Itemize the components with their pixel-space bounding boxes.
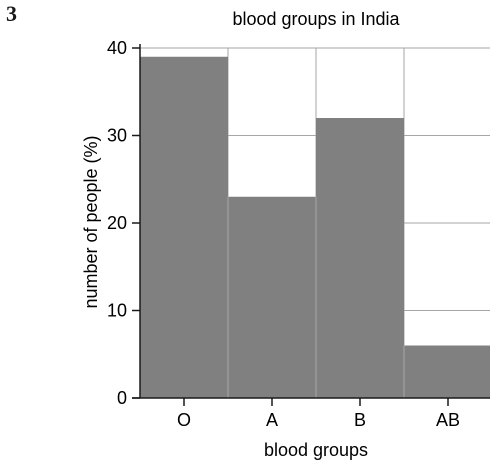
x-tick-label: AB [436, 410, 460, 430]
x-tick-label: O [177, 410, 191, 430]
x-ticks: O A B AB [177, 398, 460, 430]
y-tick-label: 0 [117, 388, 127, 408]
x-tick-label: B [354, 410, 366, 430]
y-tick-label: 20 [107, 213, 127, 233]
chart-title: blood groups in India [232, 9, 400, 29]
y-tick-label: 10 [107, 301, 127, 321]
bar-o [140, 56, 228, 398]
question-number: 3 [6, 1, 17, 26]
bar-a [228, 196, 316, 398]
y-tick-label: 40 [107, 38, 127, 58]
x-axis-label: blood groups [264, 440, 368, 460]
x-tick-label: A [266, 410, 278, 430]
axes [132, 44, 490, 399]
y-axis-label: number of people (%) [81, 135, 101, 308]
bars [140, 56, 490, 398]
bar-b [316, 118, 404, 398]
bar-ab [404, 345, 490, 398]
y-tick-label: 30 [107, 126, 127, 146]
y-ticks: 0 10 20 30 40 [107, 38, 140, 408]
